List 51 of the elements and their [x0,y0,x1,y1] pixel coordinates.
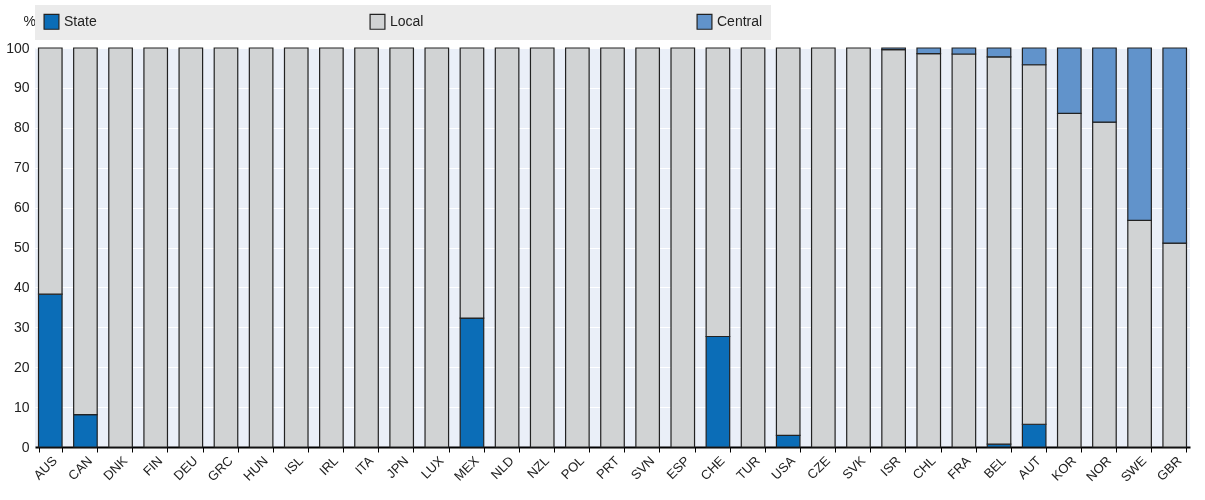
y-tick-label: 50 [13,239,30,255]
x-tick-label: ESP [663,453,693,483]
y-tick-label: 60 [13,199,30,216]
y-tick-label: 0 [21,438,30,455]
y-tick-label: 80 [13,119,30,136]
bar [424,47,450,448]
bar [283,47,309,448]
x-tick-label: IRL [316,453,342,478]
bar [810,47,836,448]
x-tick-label: USA [768,452,799,483]
x-tick-label: CHL [909,453,939,483]
x-tick-label: FIN [139,453,166,479]
y-tick-label: 10 [13,398,30,415]
bar [248,47,274,448]
y-axis-title: % [23,12,36,29]
bar [213,47,239,448]
y-tick-label: 100 [6,39,30,56]
x-tick-label: JPN [383,453,412,482]
x-tick-label: CZE [804,452,834,483]
bar [670,47,696,448]
x-tick-label: NLD [487,453,517,483]
x-tick-label: ITA [351,452,377,478]
y-tick-label: 90 [13,79,30,96]
bar [600,47,625,448]
bar [494,47,520,448]
x-tick-label: FRA [944,452,974,483]
x-tick-label: POL [558,453,588,483]
bar [564,47,590,448]
bar [529,47,555,448]
y-tick-label: 20 [13,358,30,375]
bar [108,47,133,448]
x-tick-label: ISR [877,453,904,480]
bar [740,47,766,448]
x-tick-label: BEL [980,453,1009,482]
bar [354,47,379,448]
legend-label: State [64,12,97,29]
y-tick-label: 40 [13,278,30,295]
bar [635,47,661,448]
bar [389,47,415,448]
bar [178,47,204,448]
legend-label: Local [390,12,424,29]
legend-label: Central [717,12,763,29]
bar [143,47,169,448]
x-tick-label: TUR [733,453,763,483]
x-tick-label: NZL [523,453,552,482]
y-tick-label: 30 [13,318,30,335]
x-tick-label: ISL [281,453,306,478]
y-tick-label: 70 [13,159,30,176]
bar [319,47,344,448]
bar [881,49,906,448]
bar [846,47,871,448]
